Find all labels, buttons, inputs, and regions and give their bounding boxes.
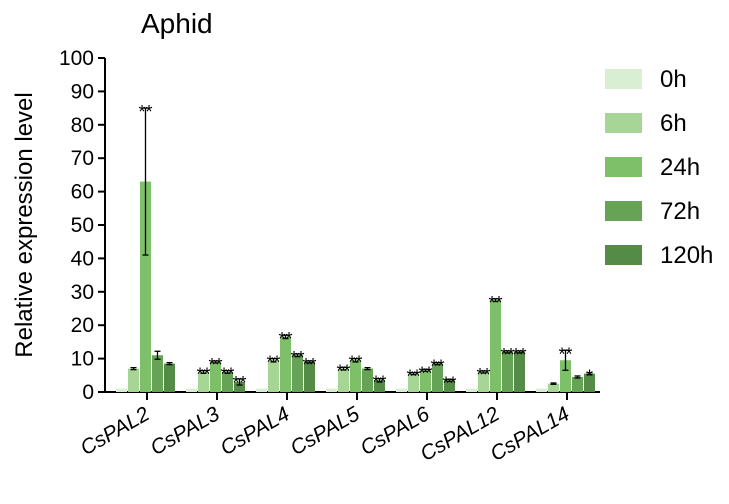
- significance-label: **: [348, 353, 362, 373]
- bar-120h: [584, 373, 595, 392]
- bar-72h: [432, 363, 443, 392]
- significance-label: **: [558, 344, 572, 364]
- bar-24h: [210, 361, 221, 392]
- significance-label: **: [302, 355, 316, 375]
- bar-0h: [536, 388, 547, 392]
- x-tick-label: CsPAL2: [77, 402, 154, 460]
- significance-label: **: [266, 353, 280, 373]
- x-tick-label: CsPAL5: [287, 402, 364, 460]
- legend-label: 72h: [660, 198, 700, 225]
- bar-24h: [280, 336, 291, 392]
- bar-6h: [478, 371, 489, 392]
- significance-label: **: [500, 345, 514, 365]
- bar-120h: [234, 381, 245, 392]
- bar-72h: [152, 355, 163, 392]
- legend-label: 6h: [660, 110, 687, 137]
- legend-swatch: [605, 69, 642, 89]
- significance-label: **: [442, 373, 456, 393]
- significance-label: **: [290, 348, 304, 368]
- significance-label: *: [586, 367, 593, 387]
- x-tick-label: CsPAL12: [417, 402, 504, 466]
- y-tick-label: 40: [71, 247, 94, 270]
- chart-title: Aphid: [141, 8, 213, 39]
- bar-6h: [198, 371, 209, 392]
- y-tick-label: 60: [71, 181, 94, 204]
- bar-72h: [362, 368, 373, 392]
- bar-24h: [560, 360, 571, 392]
- significance-label: **: [418, 363, 432, 383]
- y-tick-label: 10: [71, 348, 94, 371]
- bar-0h: [116, 388, 127, 392]
- bar-120h: [374, 380, 385, 392]
- bar-24h: [140, 181, 151, 392]
- significance-label: **: [476, 365, 490, 385]
- bar-72h: [502, 351, 513, 392]
- bar-6h: [548, 383, 559, 392]
- bar-120h: [444, 380, 455, 392]
- bar-0h: [466, 388, 477, 392]
- significance-label: **: [430, 357, 444, 377]
- bar-120h: [164, 363, 175, 392]
- x-tick-label: CsPAL14: [487, 402, 574, 466]
- bar-24h: [420, 370, 431, 392]
- bar-120h: [304, 361, 315, 392]
- bar-24h: [350, 360, 361, 392]
- y-tick-label: 50: [71, 214, 94, 237]
- bar-6h: [128, 368, 139, 392]
- significance-label: **: [196, 365, 210, 385]
- significance-label: **: [406, 367, 420, 387]
- bar-6h: [268, 360, 279, 392]
- x-tick-label: CsPAL3: [147, 402, 224, 460]
- y-tick-label: 20: [71, 314, 94, 337]
- x-tick-label: CsPAL4: [217, 402, 294, 460]
- significance-label: **: [512, 345, 526, 365]
- y-axis-title: Relative expression level: [11, 92, 38, 357]
- bar-72h: [292, 355, 303, 392]
- x-axis: CsPAL2CsPAL3CsPAL4CsPAL5CsPAL6CsPAL12CsP…: [77, 391, 600, 466]
- y-tick-label: 30: [71, 281, 94, 304]
- bar-0h: [256, 388, 267, 392]
- errorbars-group: [130, 107, 593, 386]
- y-tick-label: 70: [71, 147, 94, 170]
- y-tick-label: 90: [71, 80, 94, 103]
- significance-label: **: [488, 293, 502, 313]
- bars-group: [116, 181, 595, 392]
- legend-swatch: [605, 113, 642, 133]
- legend-swatch: [605, 245, 642, 265]
- bar-24h: [490, 300, 501, 392]
- legend-label: 24h: [660, 154, 700, 181]
- bar-0h: [186, 388, 197, 392]
- significance-label: **: [208, 355, 222, 375]
- y-axis: 0 10 20 30 40 50 60 70 80 90 100: [59, 47, 106, 404]
- bar-120h: [514, 351, 525, 392]
- bar-72h: [222, 371, 233, 392]
- legend: 0h 6h 24h 72h 120h: [605, 66, 713, 269]
- legend-swatch: [605, 201, 642, 221]
- significance-label: **: [372, 373, 386, 393]
- y-tick-label: 0: [82, 381, 94, 404]
- bar-6h: [338, 368, 349, 392]
- bar-6h: [408, 373, 419, 392]
- bar-72h: [572, 376, 583, 392]
- y-tick-label: 100: [59, 47, 94, 70]
- significance-label: **: [278, 329, 292, 349]
- significance-labels: **** ** ** ******************** ********** **…: [138, 102, 593, 393]
- significance-label: **: [336, 361, 350, 381]
- significance-label: **: [138, 102, 152, 122]
- bar-0h: [396, 388, 407, 392]
- y-tick-label: 80: [71, 114, 94, 137]
- legend-label: 0h: [660, 66, 687, 93]
- significance-label: **: [220, 365, 234, 385]
- bar-0h: [326, 388, 337, 392]
- legend-swatch: [605, 157, 642, 177]
- significance-label: **: [232, 373, 246, 393]
- legend-label: 120h: [660, 242, 713, 269]
